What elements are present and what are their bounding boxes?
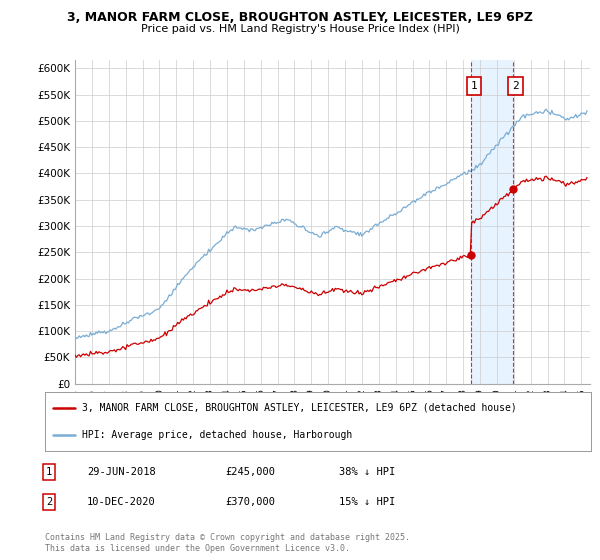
Text: 3, MANOR FARM CLOSE, BROUGHTON ASTLEY, LEICESTER, LE9 6PZ (detached house): 3, MANOR FARM CLOSE, BROUGHTON ASTLEY, L… [82,403,517,413]
Text: Price paid vs. HM Land Registry's House Price Index (HPI): Price paid vs. HM Land Registry's House … [140,24,460,34]
Text: 3, MANOR FARM CLOSE, BROUGHTON ASTLEY, LEICESTER, LE9 6PZ: 3, MANOR FARM CLOSE, BROUGHTON ASTLEY, L… [67,11,533,24]
Text: 2: 2 [46,497,52,507]
Text: 29-JUN-2018: 29-JUN-2018 [87,467,156,477]
Text: 38% ↓ HPI: 38% ↓ HPI [339,467,395,477]
Text: Contains HM Land Registry data © Crown copyright and database right 2025.
This d: Contains HM Land Registry data © Crown c… [45,533,410,553]
Text: £245,000: £245,000 [225,467,275,477]
Text: £370,000: £370,000 [225,497,275,507]
Text: 2: 2 [512,81,519,91]
Text: 1: 1 [470,81,478,91]
Text: 10-DEC-2020: 10-DEC-2020 [87,497,156,507]
Text: 1: 1 [46,467,52,477]
Text: 15% ↓ HPI: 15% ↓ HPI [339,497,395,507]
Bar [472,60,513,384]
Text: HPI: Average price, detached house, Harborough: HPI: Average price, detached house, Harb… [82,430,352,440]
